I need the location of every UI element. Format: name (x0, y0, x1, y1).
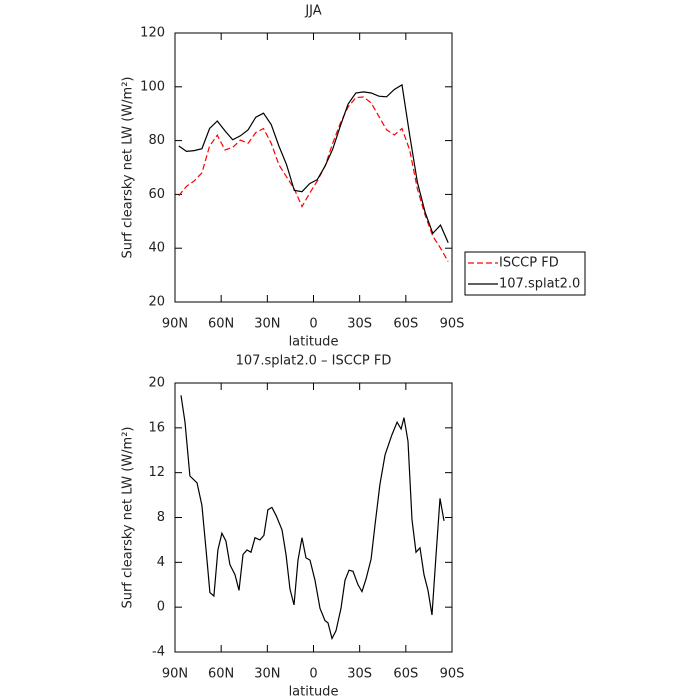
x-tick-label: 0 (309, 667, 317, 682)
plot-frame (174, 32, 453, 303)
x-axis-label: latitude (289, 335, 339, 350)
legend-box (464, 251, 586, 296)
y-axis-label: Surf clearsky net LW (W/m²) (121, 426, 136, 608)
y-tick-label: 0 (157, 600, 165, 615)
y-tick-label: 12 (148, 465, 165, 480)
y-tick-label: 8 (157, 510, 165, 525)
x-tick-label: 90N (162, 317, 188, 332)
y-tick-label: -4 (152, 645, 165, 660)
x-tick-label: 60N (208, 667, 234, 682)
x-tick-label: 60S (393, 667, 418, 682)
x-tick-label: 30N (254, 317, 280, 332)
x-tick-label: 0 (309, 317, 317, 332)
legend-label: ISCCP FD (499, 256, 559, 271)
x-axis-label: latitude (289, 685, 339, 700)
y-axis-label: Surf clearsky net LW (W/m²) (121, 76, 136, 258)
y-tick-label: 80 (148, 133, 165, 148)
x-tick-label: 90S (440, 667, 465, 682)
legend-label: 107.splat2.0 (499, 277, 580, 292)
plot-frame (174, 382, 453, 653)
data-line (180, 395, 445, 641)
y-tick-label: 20 (148, 295, 165, 310)
x-tick-label: 60N (208, 317, 234, 332)
y-tick-label: 40 (148, 241, 165, 256)
chart-title: JJA (304, 4, 321, 19)
y-tick-label: 4 (157, 555, 165, 570)
y-tick-label: 100 (140, 79, 165, 94)
y-tick-label: 120 (140, 26, 165, 41)
x-tick-label: 30S (347, 317, 372, 332)
y-tick-label: 16 (148, 420, 165, 435)
y-tick-label: 20 (148, 376, 165, 391)
chart-title: 107.splat2.0 – ISCCP FD (236, 354, 392, 369)
y-tick-label: 60 (148, 187, 165, 202)
x-tick-label: 90N (162, 667, 188, 682)
x-tick-label: 60S (393, 317, 418, 332)
x-tick-label: 90S (440, 317, 465, 332)
x-tick-label: 30N (254, 667, 280, 682)
data-line (178, 83, 449, 244)
x-tick-label: 30S (347, 667, 372, 682)
